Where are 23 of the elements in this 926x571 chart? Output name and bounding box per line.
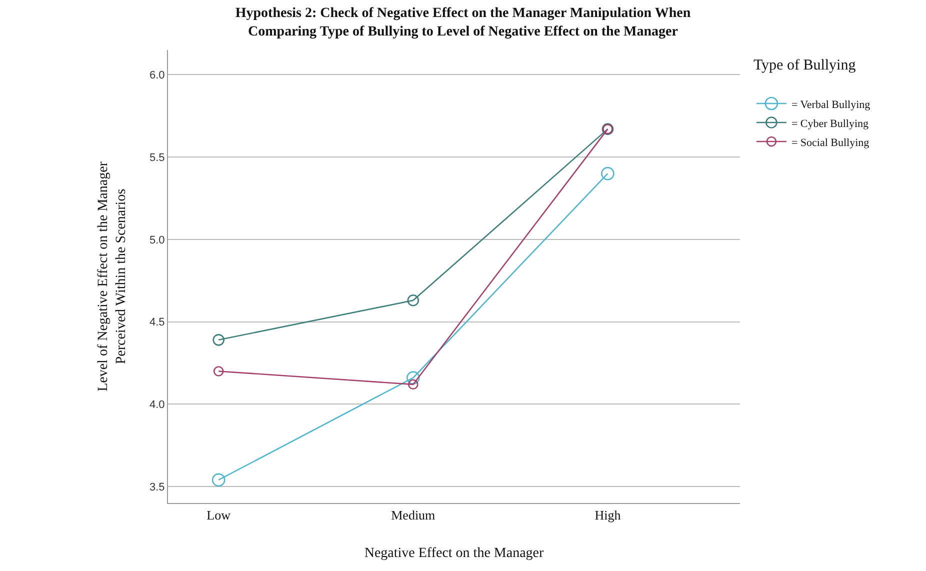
y-axis-title: Level of Negative Effect on the Manager Perceived Within the Scenarios: [96, 161, 130, 392]
x-tick-label: High: [594, 508, 622, 523]
legend-label: = Social Bullying: [791, 136, 870, 149]
x-tick-label: Low: [206, 508, 232, 523]
point: [406, 371, 420, 384]
y-tick-label: 4.0: [150, 399, 165, 412]
legend-label: = Cyber Bullying: [791, 118, 870, 130]
x-tick-label: Medium: [391, 508, 436, 523]
y-tick-label: 6.0: [150, 70, 165, 82]
point: [213, 366, 224, 376]
y-tick-label: 4.5: [150, 316, 165, 329]
point: [407, 294, 420, 306]
y-tick-label: 3.5: [150, 481, 165, 494]
x-axis-title: Negative Effect on the Manager: [364, 546, 544, 561]
legend-label: = Verbal Bullying: [791, 98, 871, 111]
y-tick-label: 5.5: [150, 152, 165, 164]
y-tick-label: 5.0: [150, 234, 165, 246]
point: [601, 166, 614, 180]
point: [408, 379, 418, 390]
point: [212, 334, 224, 346]
point: [212, 473, 226, 487]
chart-title: Hypothesis 2: Check of Negative Effect on the Manager Manipulation When Comparing Type of Bullying to Level of Negative Effect on the Manager: [235, 6, 691, 40]
legend-title: Type of Bullying: [753, 58, 856, 74]
